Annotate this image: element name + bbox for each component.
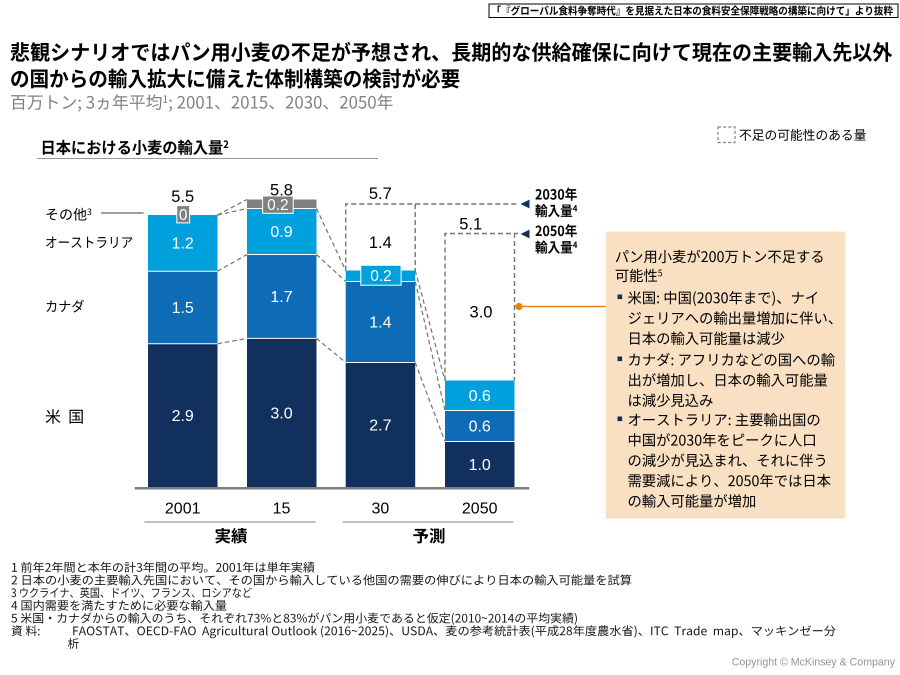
svg-text:1.7: 1.7 [270, 289, 292, 306]
svg-text:1.0: 1.0 [469, 457, 491, 474]
svg-text:1.4: 1.4 [369, 315, 391, 332]
svg-text:0.6: 0.6 [469, 419, 491, 436]
svg-text:5.5: 5.5 [171, 188, 194, 206]
svg-text:1.2: 1.2 [172, 236, 194, 253]
svg-text:3.0: 3.0 [270, 405, 292, 422]
svg-text:2001: 2001 [165, 501, 201, 518]
svg-text:0.6: 0.6 [469, 388, 491, 405]
svg-text:2.9: 2.9 [172, 408, 194, 425]
svg-text:1.4: 1.4 [369, 234, 392, 252]
svg-text:0: 0 [179, 207, 188, 224]
svg-text:3.0: 3.0 [470, 304, 493, 322]
svg-text:2050: 2050 [462, 501, 498, 518]
svg-text:30: 30 [372, 501, 390, 518]
svg-text:5.8: 5.8 [270, 181, 293, 199]
svg-text:5.1: 5.1 [459, 216, 482, 234]
svg-text:0.2: 0.2 [370, 268, 392, 285]
svg-text:0.2: 0.2 [267, 197, 289, 214]
svg-text:1.5: 1.5 [172, 300, 194, 317]
svg-text:2.7: 2.7 [369, 417, 391, 434]
svg-text:15: 15 [273, 501, 291, 518]
svg-text:0.9: 0.9 [270, 224, 292, 241]
svg-text:Copyright © McKinsey & Company: Copyright © McKinsey & Company [732, 657, 896, 669]
svg-text:5.7: 5.7 [369, 185, 392, 203]
